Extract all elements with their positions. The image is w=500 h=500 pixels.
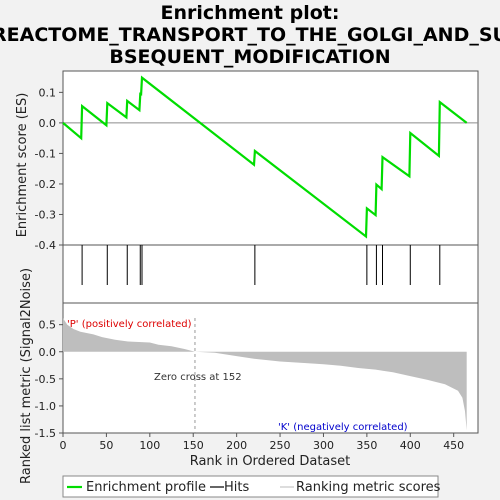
x-tick-label: 0 [60,439,67,452]
chart-title-line-1: Enrichment plot: [161,2,340,24]
es-y-axis: 0.1 0.0 -0.1 -0.2 -0.3 -0.4 [35,86,63,252]
negative-correlation-label: 'K' (negatively correlated) [278,422,408,433]
x-tick-label: 250 [270,439,291,452]
es-y-tick-label: -0.3 [35,208,56,221]
positive-correlation-label: 'P' (positively correlated) [67,319,192,330]
x-tick-label: 200 [226,439,247,452]
chart-title-line-2: REACTOME_TRANSPORT_TO_THE_GOLGI_AND_SU [0,24,500,46]
legend-profile-label: Enrichment profile [86,480,206,495]
x-tick-label: 150 [183,439,204,452]
metric-y-axis-label: Ranked list metric (Signal2Noise) [19,268,34,484]
es-y-tick-label: 0.1 [39,86,57,99]
metric-y-tick-label: -1.5 [35,427,56,440]
x-tick-label: 100 [139,439,160,452]
es-y-axis-label: Enrichment score (ES) [15,93,30,238]
legend-metric-label: Ranking metric scores [296,480,441,495]
zero-cross-label: Zero cross at 152 [154,372,242,383]
es-y-tick-label: -0.1 [35,147,56,160]
metric-y-axis: 0.5 0.0 -0.5 -1.0 -1.5 [35,319,63,440]
ranking-metric-area [63,318,467,431]
metric-y-tick-label: 0.0 [39,346,57,359]
enrichment-profile-line [62,75,468,239]
es-y-tick-label: 0.0 [39,117,57,130]
es-y-tick-label: -0.4 [35,239,56,252]
chart-title-line-3: BSEQUENT_MODIFICATION [109,46,390,68]
metric-y-tick-label: -0.5 [35,373,56,386]
legend-hits-label: Hits [224,480,249,495]
x-axis-label: Rank in Ordered Dataset [190,454,351,469]
hits-panel [62,244,479,304]
x-tick-label: 350 [356,439,377,452]
metric-y-tick-label: 0.5 [39,319,57,332]
legend [62,475,439,498]
x-tick-label: 400 [400,439,421,452]
x-tick-label: 50 [99,439,113,452]
x-axis: 0 50 100 150 200 250 300 350 400 450 [60,433,464,452]
x-tick-label: 450 [443,439,464,452]
hit-marks [81,245,441,285]
x-tick-label: 300 [313,439,334,452]
es-y-tick-label: -0.2 [35,178,56,191]
metric-y-tick-label: -1.0 [35,400,56,413]
es-panel [62,70,479,246]
